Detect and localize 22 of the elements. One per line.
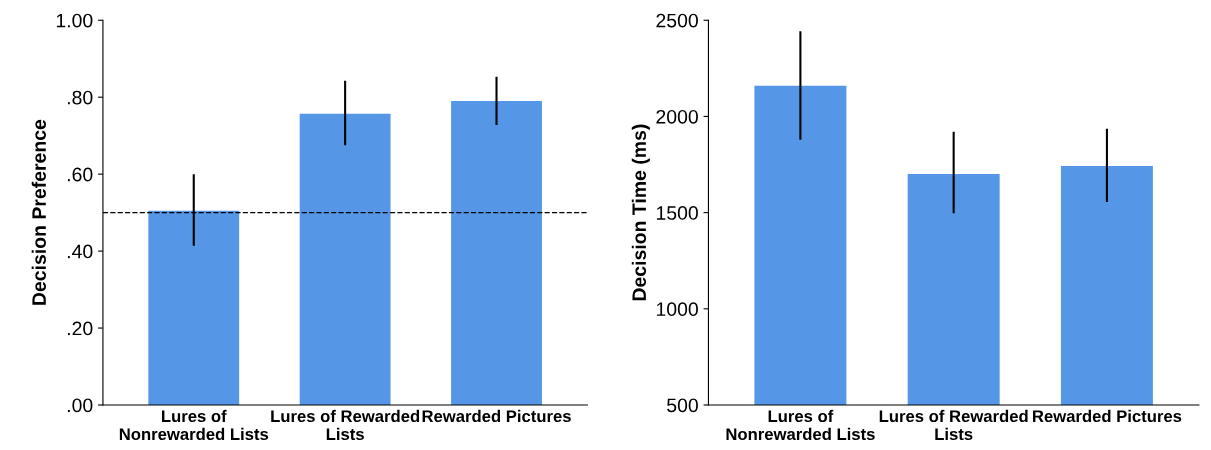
y-tick-label: .60	[67, 167, 93, 182]
bar	[451, 101, 542, 405]
y-tick-label: 1.00	[56, 13, 93, 28]
x-tick-label: Rewarded Pictures	[1033, 409, 1182, 423]
x-tick-label: Lures of Rewarded Lists	[879, 409, 1028, 441]
y-tick-label: 1500	[656, 206, 698, 220]
x-tick-label: Lures of Nonrewarded Lists	[726, 409, 875, 441]
y-tick-label: .20	[67, 321, 93, 336]
y-tick-label: .80	[67, 90, 93, 105]
bar	[148, 210, 240, 405]
y-tick-label: 500	[667, 398, 698, 413]
y-tick-label: 2000	[656, 109, 698, 124]
y-axis-title: Decision Preference	[31, 119, 46, 305]
x-tick-label: Lures of Rewarded Lists	[271, 409, 420, 441]
bar	[299, 113, 391, 405]
y-axis-title: Decision Time (ms)	[631, 124, 650, 301]
y-tick-label: 1000	[656, 302, 698, 317]
y-tick-label: 2500	[656, 13, 698, 28]
x-tick-label: Rewarded Pictures	[422, 409, 571, 423]
y-tick-label: .40	[67, 244, 93, 259]
y-tick-label: .00	[67, 398, 93, 413]
x-tick-label: Lures of Nonrewarded Lists	[119, 409, 269, 441]
